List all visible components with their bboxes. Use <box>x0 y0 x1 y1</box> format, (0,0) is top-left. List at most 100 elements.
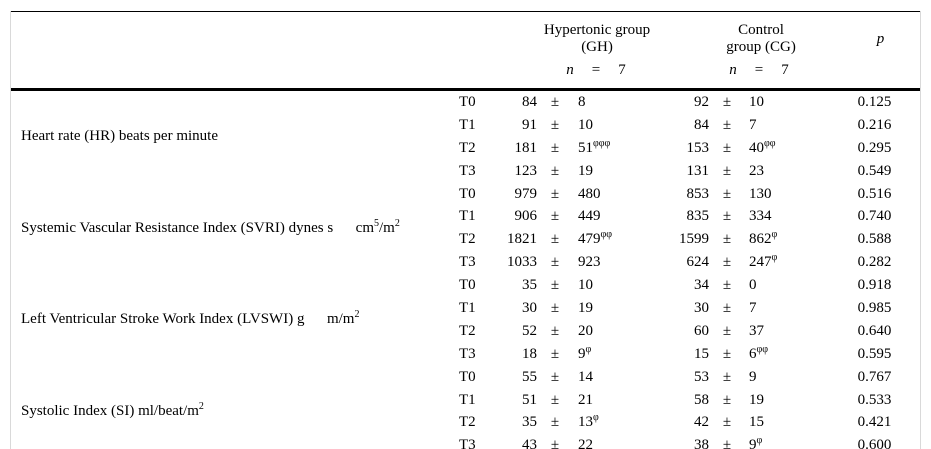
cg-mean: 34 <box>694 277 710 294</box>
gh-mean: 43 <box>522 437 537 449</box>
cg-mean: 42 <box>694 414 710 431</box>
n-symbol: n <box>566 62 574 78</box>
gh-plus-minus: ± <box>550 414 560 431</box>
cg-mean: 60 <box>694 322 710 339</box>
table-row: Heart rate (HR) beats per minute T0 84 ±8 92… <box>11 90 920 144</box>
cg-plus-minus: ± <box>722 254 732 271</box>
cg-mean: 853 <box>686 185 710 202</box>
timepoint-label: T2 <box>459 139 476 156</box>
gh-plus-minus: ± <box>550 437 560 449</box>
cg-plus-minus: ± <box>722 139 732 156</box>
cg-plus-minus: ± <box>722 368 732 385</box>
cg-mean: 131 <box>686 162 710 179</box>
p-value: 0.421 <box>857 414 892 431</box>
gh-plus-minus: ± <box>550 277 560 294</box>
gh-sd: 923 <box>578 254 601 271</box>
gh-mean: 51 <box>522 391 537 408</box>
cg-sd: 19 <box>749 391 765 408</box>
cg-sd: 0 <box>749 277 757 294</box>
cg-mean: 84 <box>694 116 710 133</box>
cg-mean: 58 <box>694 391 710 408</box>
gh-sd: 479φφ <box>578 229 613 248</box>
gh-sd: 19 <box>578 299 593 316</box>
table-row: T2 52 ±20 60 ±37 0.640 <box>11 320 920 343</box>
measure-label: Heart rate (HR) beats per minute <box>21 128 218 145</box>
gh-plus-minus: ± <box>550 391 560 408</box>
significance-superscript: φφ <box>600 229 613 241</box>
table-row: T2 1821 ±479φφ 1599 ±862φ 0.588 <box>11 228 920 251</box>
unit-superscript: 5 <box>374 217 379 229</box>
cg-plus-minus: ± <box>722 437 732 449</box>
cg-plus-minus: ± <box>722 414 732 431</box>
gh-mean: 55 <box>522 368 537 385</box>
gh-plus-minus: ± <box>550 208 560 225</box>
timepoint-label: T3 <box>459 345 476 362</box>
gh-sd: 19 <box>578 162 593 179</box>
timepoint-label: T3 <box>459 254 476 271</box>
cg-sd: 15 <box>749 414 765 431</box>
gh-plus-minus: ± <box>550 299 560 316</box>
gh-plus-minus: ± <box>550 254 560 271</box>
timepoint-label: T1 <box>459 116 476 133</box>
gh-plus-minus: ± <box>550 322 560 339</box>
gh-plus-minus: ± <box>550 231 560 248</box>
cg-sd: 37 <box>749 322 765 339</box>
unit-superscript: 2 <box>394 217 400 229</box>
cg-sd: 9 <box>749 368 757 385</box>
timepoint-label: T1 <box>459 208 476 225</box>
timepoint-label: T0 <box>459 277 476 294</box>
header-spacer <box>11 12 503 60</box>
p-value: 0.549 <box>857 162 892 179</box>
cg-plus-minus: ± <box>722 162 732 179</box>
cg-plus-minus: ± <box>722 116 732 133</box>
timepoint-label: T0 <box>459 185 476 202</box>
gh-mean: 906 <box>514 208 538 225</box>
significance-superscript: φ <box>771 229 778 241</box>
cg-sd: 23 <box>749 162 765 179</box>
cg-sd: 247φ <box>749 252 778 271</box>
gh-sd: 10 <box>578 277 593 294</box>
significance-superscript: φ <box>756 435 763 447</box>
p-value: 0.640 <box>857 322 892 339</box>
p-value: 0.588 <box>857 231 892 248</box>
measure-label: Systemic Vascular Resistance Index (SVRI… <box>21 217 400 236</box>
gh-sd: 9φ <box>578 343 592 362</box>
gh-sd: 14 <box>578 368 593 385</box>
cg-plus-minus: ± <box>722 185 732 202</box>
p-value: 0.740 <box>857 208 892 225</box>
table-row: Systolic Index (SI) ml/beat/m2 T0 55 ±14 53 ±… <box>11 366 920 419</box>
p-value: 0.767 <box>857 368 892 385</box>
cg-plus-minus: ± <box>722 231 732 248</box>
significance-superscript: φφ <box>756 343 769 355</box>
cg-sd: 10 <box>749 93 765 110</box>
cg-mean: 835 <box>686 208 710 225</box>
table-row: T2 181 ±51φφφ 153 ±40φφ 0.295 <box>11 137 920 160</box>
gh-mean: 52 <box>522 322 537 339</box>
cg-plus-minus: ± <box>722 322 732 339</box>
table-row: T2 35 ±13φ 42 ±15 0.421 <box>11 411 920 434</box>
significance-superscript: φφ <box>764 137 776 149</box>
gh-sd: 8 <box>578 93 586 110</box>
timepoint-label: T0 <box>459 93 476 110</box>
table-row: T1 906 ±449 835 ±334 0.740 <box>11 205 920 228</box>
gh-mean: 1033 <box>507 254 537 271</box>
cg-plus-minus: ± <box>722 277 732 294</box>
p-value: 0.595 <box>857 345 892 362</box>
p-column-header: p <box>876 30 885 47</box>
gh-plus-minus: ± <box>550 368 560 385</box>
gh-mean: 18 <box>522 345 537 362</box>
gh-plus-minus: ± <box>550 93 560 110</box>
table-row: T3 1033 ±923 624 ±247φ 0.282 <box>11 251 920 274</box>
gh-sd: 21 <box>578 391 593 408</box>
p-value: 0.600 <box>857 437 892 449</box>
cg-sd: 334 <box>749 208 772 225</box>
gh-plus-minus: ± <box>550 162 560 179</box>
equals-sign: = <box>591 62 601 78</box>
header-spacer <box>801 59 920 90</box>
timepoint-label: T1 <box>459 299 476 316</box>
group2-title: Control group (CG) <box>726 22 796 55</box>
group1-title: Hypertonic group (GH) <box>543 22 651 55</box>
cg-sd: 862φ <box>749 229 778 248</box>
gh-plus-minus: ± <box>550 345 560 362</box>
table-row: Left Ventricular Stroke Work Index (LVSW… <box>11 274 920 327</box>
